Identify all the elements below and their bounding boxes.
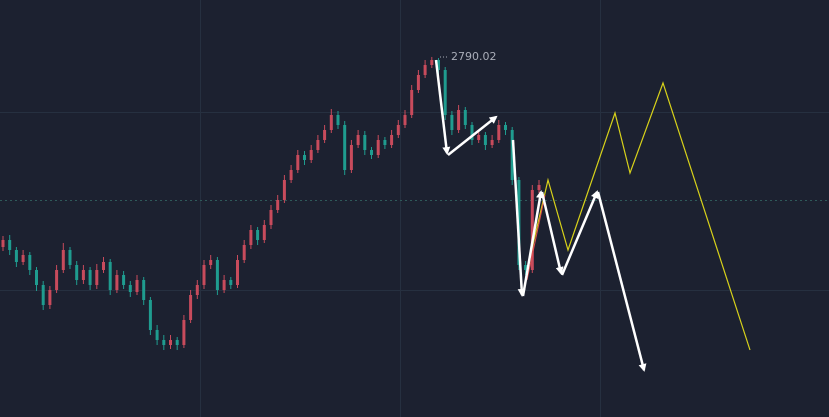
candle-body — [269, 210, 273, 225]
candle-body — [497, 125, 501, 140]
candle-body — [383, 140, 387, 145]
candle-body — [530, 190, 534, 270]
candle-body — [55, 270, 59, 290]
candle-body — [410, 90, 414, 115]
candle-body — [356, 135, 360, 145]
arrow — [521, 190, 544, 297]
candle-body — [396, 125, 400, 135]
candle-body — [450, 115, 454, 130]
candle-body — [102, 262, 105, 270]
candle-body — [289, 170, 293, 180]
candles — [1, 56, 541, 350]
candle-body — [189, 295, 193, 320]
candle-body — [155, 330, 159, 340]
candle-body — [510, 130, 514, 180]
candle-body — [81, 270, 85, 280]
arrow — [596, 191, 647, 372]
candle-body — [61, 250, 65, 270]
candle-body — [416, 75, 420, 90]
candle-body — [75, 265, 79, 280]
candle-body — [457, 110, 461, 130]
candle-body — [470, 125, 474, 140]
candle-body — [262, 225, 266, 240]
arrow — [540, 191, 564, 275]
candle-body — [242, 245, 246, 260]
candle-body — [1, 240, 5, 247]
candle-body — [209, 260, 213, 265]
candle-body — [135, 280, 139, 292]
candle-body — [148, 300, 152, 330]
candle-body — [437, 60, 440, 70]
candle-body — [222, 280, 226, 290]
candle-body — [309, 150, 313, 160]
candle-body — [490, 140, 494, 145]
candle-body — [483, 135, 487, 145]
candle-body — [41, 285, 45, 305]
peak-label: 2790.02 — [451, 50, 497, 63]
candle-body — [504, 125, 507, 130]
candle-body — [303, 155, 306, 160]
candle-body — [363, 135, 367, 150]
arrow — [511, 139, 526, 297]
arrow — [447, 115, 498, 156]
candle-body — [343, 125, 347, 170]
candle-body — [323, 130, 327, 140]
candle-body — [430, 60, 434, 65]
candle-body — [282, 180, 286, 200]
candle-body — [182, 320, 186, 345]
candle-body — [524, 265, 528, 270]
candle-body — [249, 230, 253, 245]
candle-body — [443, 70, 447, 115]
candle-body — [336, 115, 340, 125]
candle-body — [128, 285, 132, 292]
arrows — [434, 59, 647, 372]
candle-body — [108, 262, 112, 290]
candle-body — [316, 140, 320, 150]
candle-body — [403, 115, 407, 125]
candle-body — [175, 340, 179, 345]
candle-body — [14, 250, 18, 262]
candle-body — [202, 265, 206, 285]
candle-body — [236, 260, 239, 285]
candle-body — [370, 150, 373, 155]
projection-line — [526, 81, 751, 351]
candle-body — [463, 110, 467, 125]
arrow — [434, 59, 451, 155]
candle-body — [229, 280, 233, 285]
candle-body — [48, 290, 52, 305]
candle-body — [215, 260, 219, 290]
candle-body — [477, 135, 481, 140]
candle-body — [21, 255, 25, 262]
candle-body — [296, 155, 300, 170]
candle-body — [376, 140, 380, 155]
candle-body — [169, 340, 172, 345]
candle-body — [537, 185, 541, 190]
candle-body — [256, 230, 260, 240]
candle-body — [349, 145, 353, 170]
candle-body — [8, 240, 12, 250]
candle-body — [162, 340, 166, 345]
candle-body — [423, 65, 427, 75]
candle-body — [68, 250, 72, 265]
candle-body — [329, 115, 333, 130]
candle-body — [276, 200, 280, 210]
candle-body — [122, 275, 126, 285]
candle-body — [390, 135, 394, 145]
candle-body — [88, 270, 92, 285]
candle-body — [35, 270, 38, 285]
candle-body — [115, 275, 119, 290]
red-trend-line — [526, 194, 546, 281]
candle-body — [28, 255, 32, 270]
candle-body — [95, 270, 99, 285]
candle-body — [142, 280, 146, 300]
arrow — [560, 190, 599, 276]
candle-body — [195, 285, 199, 295]
